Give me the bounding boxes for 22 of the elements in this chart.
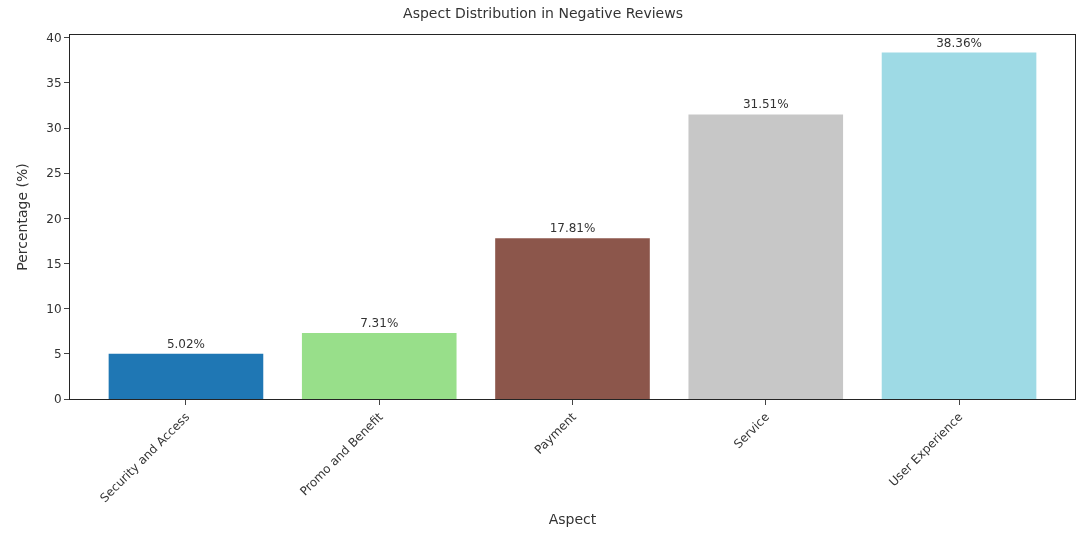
- y-tick-label: 0: [53, 392, 62, 407]
- data-label: 7.31%: [360, 315, 399, 330]
- x-axis-title: Aspect: [548, 511, 597, 528]
- y-axis-title: Percentage (%): [13, 163, 30, 271]
- bar: [881, 52, 1037, 399]
- data-label: 38.36%: [936, 35, 982, 50]
- y-tick-label: 40: [46, 30, 62, 45]
- y-tick-label: 10: [46, 301, 62, 316]
- data-label: 5.02%: [166, 336, 206, 351]
- y-tick-label: 30: [46, 121, 62, 136]
- data-label: 31.51%: [742, 97, 789, 112]
- y-tick-label: 35: [46, 76, 62, 91]
- bar: [108, 353, 264, 399]
- bar: [301, 332, 457, 399]
- y-tick-label: 5: [53, 347, 62, 362]
- chart-title: Aspect Distribution in Negative Reviews: [403, 4, 683, 21]
- bar: [688, 114, 844, 399]
- y-tick-label: 20: [46, 211, 62, 226]
- data-label: 17.81%: [549, 221, 596, 236]
- y-tick-label: 25: [46, 166, 62, 181]
- y-tick-label: 15: [46, 256, 62, 271]
- bar: [495, 238, 650, 399]
